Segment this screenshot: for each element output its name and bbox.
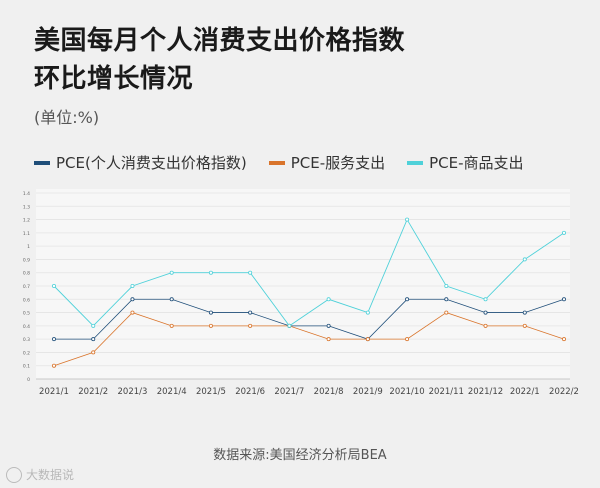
y-tick-label: 0.3 <box>23 337 30 343</box>
data-point-pce <box>483 310 488 315</box>
x-tick-label: 2021/11 <box>429 387 464 397</box>
plot-area <box>36 189 570 379</box>
data-point-goods <box>444 283 449 288</box>
series-line-pce <box>54 298 565 340</box>
x-tick-label: 2021/6 <box>235 387 265 397</box>
data-point-pce <box>522 310 527 315</box>
data-point-pce <box>130 297 135 302</box>
legend-item-goods: PCE-商品支出 <box>407 152 524 173</box>
data-point-pce <box>326 323 331 328</box>
legend-item-pce: PCE(个人消费支出价格指数) <box>34 152 247 173</box>
chart-title: 美国每月个人消费支出价格指数 环比增长情况 <box>34 22 405 98</box>
data-point-services <box>522 323 527 328</box>
y-tick-label: 1.3 <box>23 204 30 210</box>
data-point-goods <box>562 230 567 235</box>
watermark-logo-icon <box>6 466 22 483</box>
x-tick-label: 2021/9 <box>353 387 383 397</box>
data-point-goods <box>130 283 135 288</box>
y-tick-label: 1.1 <box>23 231 30 237</box>
y-tick-label: 0.1 <box>23 364 30 370</box>
legend-swatch-services <box>268 160 285 165</box>
y-tick-label: 1.2 <box>23 218 30 224</box>
legend-label-services: PCE-服务支出 <box>290 154 386 172</box>
y-tick-label: 0.2 <box>23 350 30 356</box>
data-point-pce <box>248 310 253 315</box>
data-point-goods <box>52 283 57 288</box>
x-tick-label: 2021/5 <box>196 387 226 397</box>
data-point-goods <box>91 323 96 328</box>
legend-item-services: PCE-服务支出 <box>268 152 386 173</box>
data-point-services <box>169 323 174 328</box>
data-point-services <box>208 323 213 328</box>
legend-swatch-pce <box>34 160 50 165</box>
x-tick-label: 2021/2 <box>78 387 108 397</box>
data-point-services <box>52 363 57 368</box>
x-tick-label: 2021/10 <box>389 387 424 397</box>
x-tick-label: 2022/2 <box>549 387 579 397</box>
data-point-goods <box>365 310 370 315</box>
y-tick-label: 0.7 <box>23 284 30 290</box>
data-point-services <box>326 337 331 342</box>
y-tick-label: 0 <box>27 377 30 383</box>
data-point-goods <box>326 297 331 302</box>
chart-title-line-2: 环比增长情况 <box>34 64 194 94</box>
data-point-goods <box>405 217 410 222</box>
data-point-services <box>130 310 135 315</box>
x-tick-label: 2021/4 <box>157 387 187 397</box>
y-tick-label: 0.9 <box>23 257 30 263</box>
data-point-pce <box>444 297 449 302</box>
data-point-pce <box>91 337 96 342</box>
y-tick-label: 0.5 <box>23 311 30 317</box>
watermark: 大数据说 <box>6 466 74 483</box>
legend-label-pce: PCE(个人消费支出价格指数) <box>56 154 247 172</box>
y-tick-label: 0.6 <box>23 297 30 303</box>
data-point-pce <box>405 297 410 302</box>
legend-label-goods: PCE-商品支出 <box>429 154 524 172</box>
y-tick-label: 1 <box>27 244 30 250</box>
data-point-goods <box>483 297 488 302</box>
chart-title-line-1: 美国每月个人消费支出价格指数 <box>34 26 406 56</box>
unit-label: (单位:%) <box>34 108 100 127</box>
legend-swatch-goods <box>407 160 424 165</box>
data-point-goods <box>208 270 213 275</box>
data-point-pce <box>169 297 174 302</box>
data-point-goods <box>287 323 292 328</box>
data-point-services <box>248 323 253 328</box>
data-point-services <box>365 337 370 342</box>
y-tick-label: 0.4 <box>23 324 30 330</box>
data-point-services <box>444 310 449 315</box>
data-point-services <box>483 323 488 328</box>
data-point-pce <box>562 297 567 302</box>
data-point-services <box>405 337 410 342</box>
x-tick-label: 2021/12 <box>468 387 503 397</box>
y-tick-label: 0.8 <box>23 271 30 277</box>
data-point-goods <box>248 270 253 275</box>
data-source: 数据来源:美国经济分析局BEA <box>213 448 387 463</box>
x-tick-label: 2021/1 <box>39 387 69 397</box>
data-point-pce <box>52 337 57 342</box>
data-point-goods <box>169 270 174 275</box>
y-tick-label: 1.4 <box>23 191 30 197</box>
data-point-pce <box>208 310 213 315</box>
data-point-goods <box>522 257 527 262</box>
chart-legend: PCE(个人消费支出价格指数) PCE-服务支出 PCE-商品支出 <box>34 152 546 173</box>
x-tick-label: 2021/7 <box>274 387 304 397</box>
x-tick-label: 2021/8 <box>314 387 344 397</box>
x-tick-label: 2022/1 <box>510 387 540 397</box>
data-point-services <box>91 350 96 355</box>
x-tick-label: 2021/3 <box>118 387 148 397</box>
watermark-text: 大数据说 <box>26 468 75 482</box>
data-point-services <box>562 337 567 342</box>
series-line-goods <box>53 218 565 327</box>
series-line-services <box>53 312 565 367</box>
